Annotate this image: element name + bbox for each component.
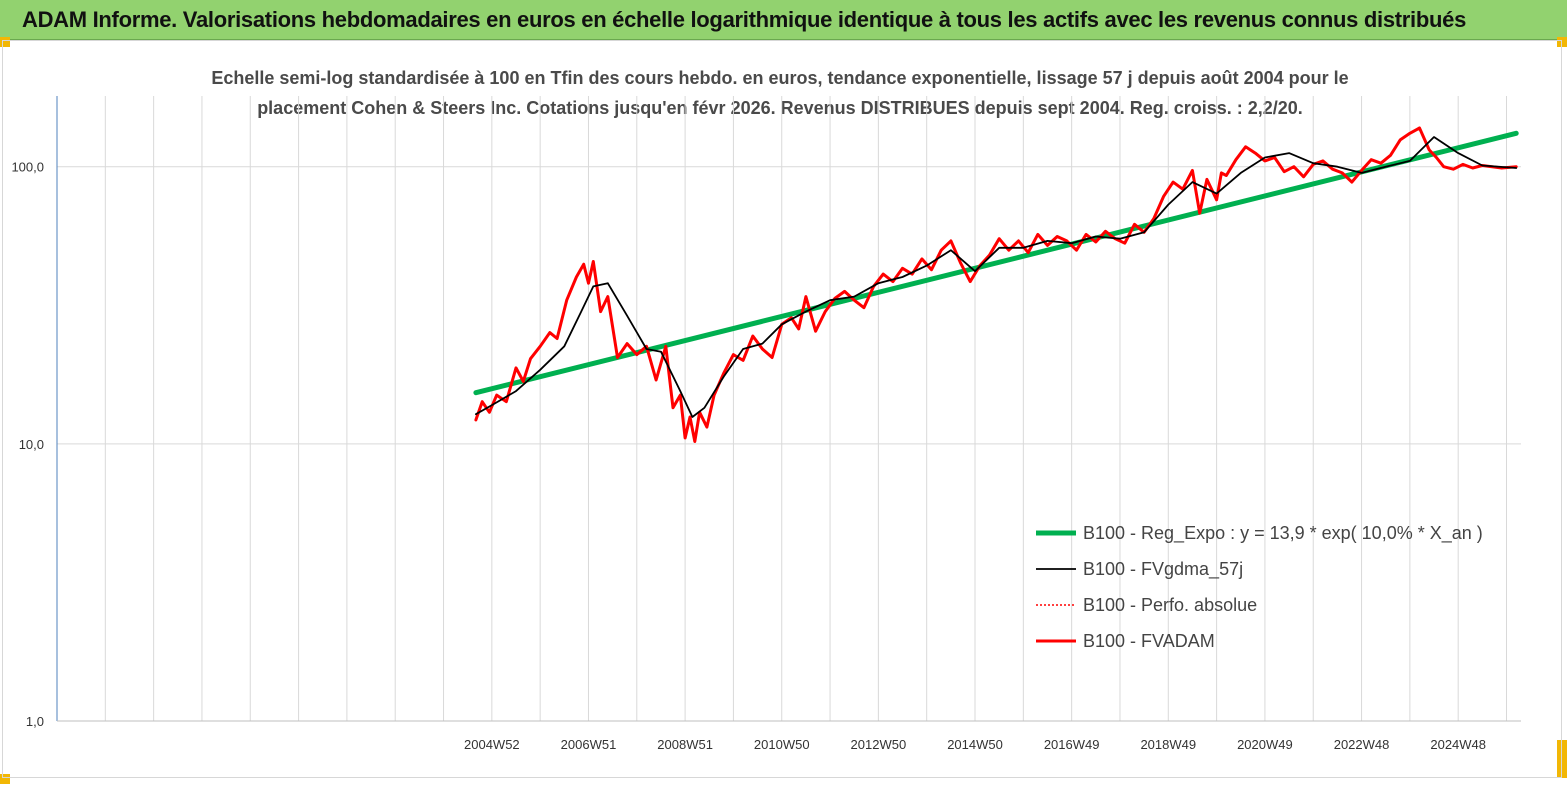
x-tick-label: 2022W48 [1334, 737, 1390, 752]
y-tick-label: 10,0 [19, 437, 44, 452]
chart-title-line-2: placement Cohen & Steers Inc. Cotations … [257, 98, 1303, 118]
x-tick-label: 2012W50 [851, 737, 907, 752]
axis-layer: 1,0 10,0 100,0 2004W52 2006W51 2008W51 2010W50… [11, 96, 1521, 752]
chart-title-line-1: Echelle semi-log standardisée à 100 en T… [211, 68, 1348, 88]
series-line-3 [474, 126, 1518, 443]
y-tick-label: 100,0 [11, 160, 44, 175]
series-layer [473, 126, 1519, 443]
corner-marker-top-left [0, 37, 10, 47]
corner-marker-bottom-left [0, 774, 10, 784]
legend-label: B100 - FVgdma_57j [1083, 559, 1243, 580]
corner-marker-bottom-right [1557, 740, 1567, 778]
x-tick-label: 2014W50 [947, 737, 1003, 752]
legend: B100 - Reg_Expo : y = 13,9 * exp( 10,0% … [1036, 523, 1483, 651]
corner-marker-top-right [1557, 37, 1567, 47]
grid-layer [57, 96, 1521, 722]
x-tick-label: 2004W52 [464, 737, 520, 752]
series-line-1 [474, 136, 1518, 418]
legend-label: B100 - Perfo. absolue [1083, 595, 1257, 615]
x-tick-label: 2008W51 [657, 737, 713, 752]
x-tick-label: 2018W49 [1140, 737, 1196, 752]
legend-label: B100 - Reg_Expo : y = 13,9 * exp( 10,0% … [1083, 523, 1483, 544]
report-title: ADAM Informe. Valorisations hebdomadaire… [22, 7, 1467, 32]
x-tick-label: 2024W48 [1430, 737, 1486, 752]
report-banner: ADAM Informe. Valorisations hebdomadaire… [0, 0, 1567, 40]
x-tick-label: 2006W51 [561, 737, 617, 752]
chart-title: Echelle semi-log standardisée à 100 en T… [211, 68, 1348, 118]
legend-label: B100 - FVADAM [1083, 631, 1215, 651]
chart-frame [2, 40, 1562, 778]
x-tick-label: 2016W49 [1044, 737, 1100, 752]
y-tick-label: 1,0 [26, 714, 44, 729]
x-tick-label: 2020W49 [1237, 737, 1293, 752]
x-tick-label: 2010W50 [754, 737, 810, 752]
